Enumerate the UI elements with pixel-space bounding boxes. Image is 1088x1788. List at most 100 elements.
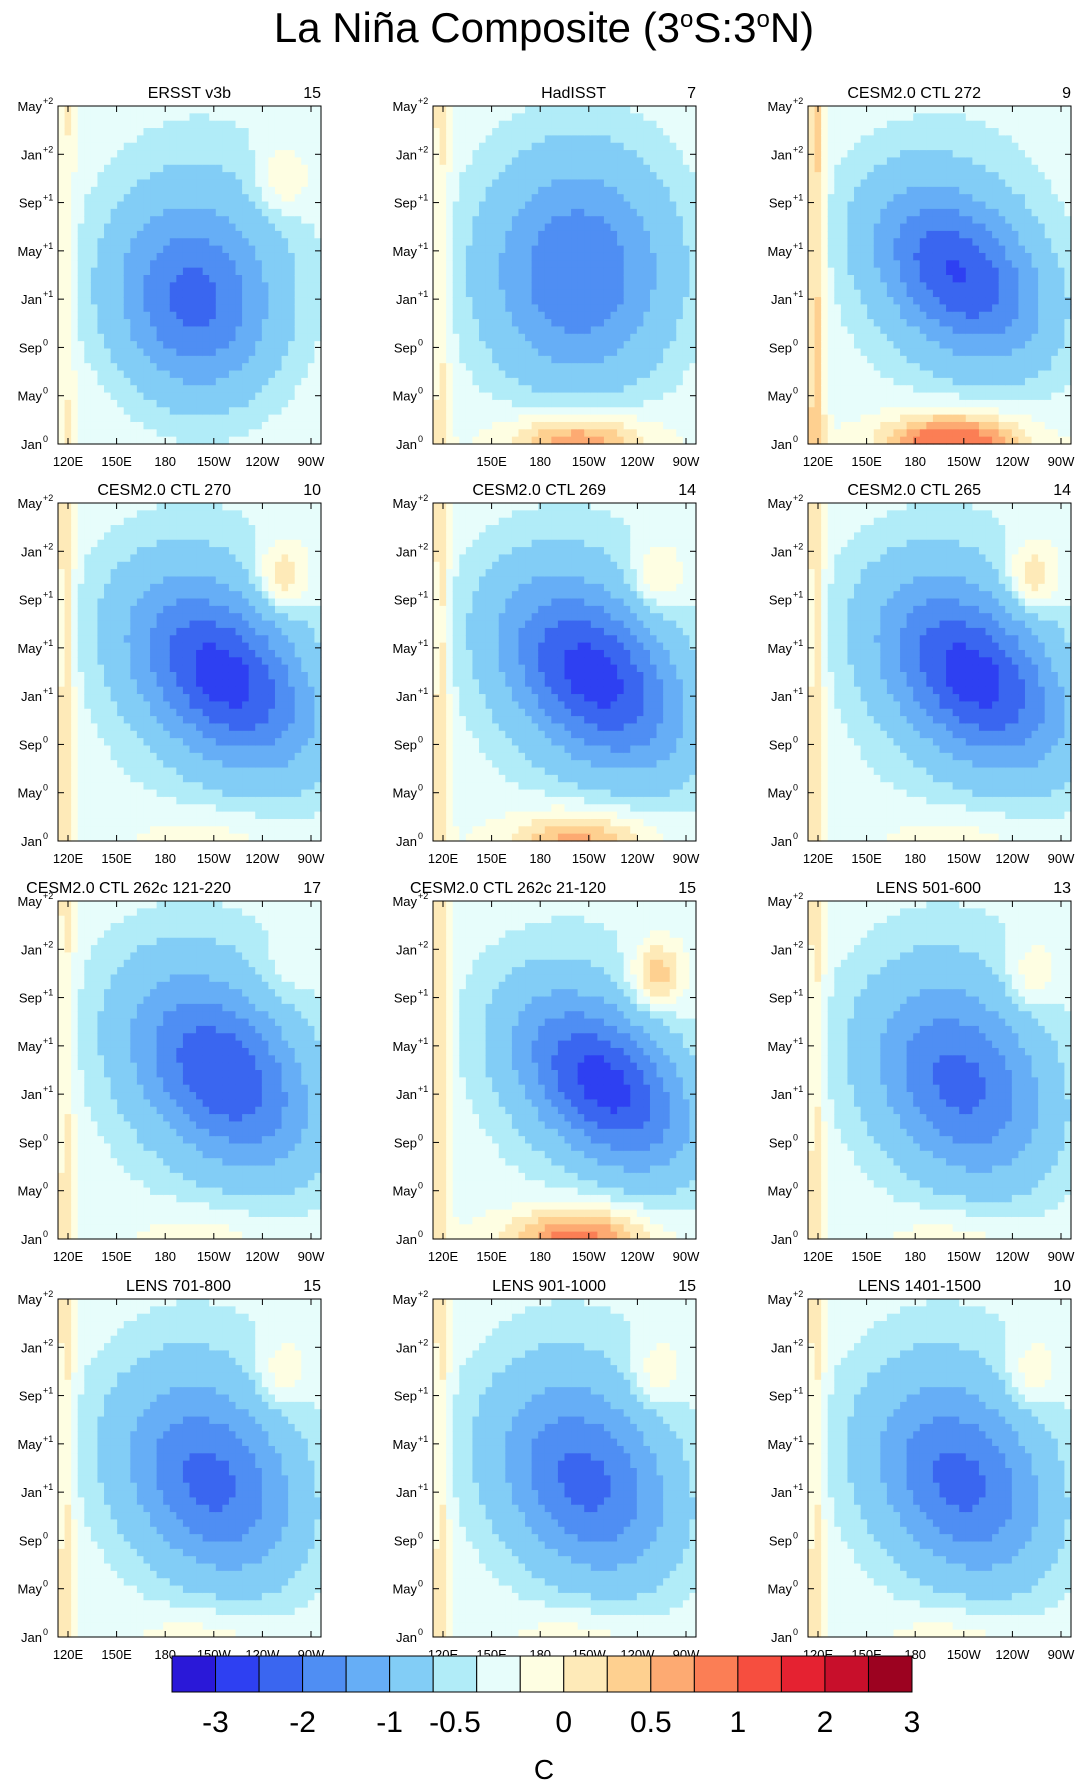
heat-cell — [886, 135, 895, 144]
heat-cell — [505, 120, 513, 129]
heat-cell — [538, 150, 546, 159]
heat-cell — [71, 399, 79, 408]
heat-cell — [202, 216, 210, 225]
heat-cell — [64, 304, 72, 313]
heat-cell — [603, 377, 612, 386]
heat-cell — [939, 370, 947, 379]
heat-cell — [643, 186, 651, 195]
heat-cell — [630, 252, 638, 261]
heat-cell — [965, 385, 973, 394]
heat-cell — [860, 414, 868, 423]
heat-cell — [294, 385, 302, 394]
heat-cell — [590, 421, 598, 430]
heat-cell — [860, 142, 868, 151]
heat-cell — [281, 363, 289, 372]
heat-cell — [854, 363, 862, 372]
heat-cell — [873, 370, 881, 379]
heat-cell — [228, 135, 237, 144]
heat-cell — [130, 230, 138, 239]
heat-cell — [163, 150, 171, 159]
heat-cell — [821, 348, 829, 357]
heat-cell — [485, 106, 493, 114]
heat-cell — [268, 326, 276, 335]
heat-cell — [222, 194, 230, 203]
heat-cell — [505, 164, 513, 173]
heat-cell — [834, 252, 842, 261]
heat-cell — [847, 201, 855, 210]
heat-cell — [104, 150, 112, 159]
heat-cell — [71, 164, 79, 173]
heat-cell — [472, 150, 480, 159]
heat-cell — [965, 275, 973, 283]
heat-cell — [834, 392, 842, 401]
heat-cell — [433, 252, 441, 261]
heat-cell — [808, 348, 816, 357]
heat-cell — [814, 289, 822, 298]
heat-cell — [834, 142, 842, 151]
heat-cell — [913, 414, 921, 423]
heat-cell — [209, 399, 217, 408]
heat-cell — [636, 275, 644, 283]
heat-cell — [623, 275, 631, 283]
heat-cell — [228, 128, 237, 136]
heat-cell — [156, 135, 164, 144]
heat-cell — [880, 333, 888, 342]
heat-cell — [847, 252, 855, 261]
heat-cell — [189, 113, 197, 122]
heat-cell — [860, 363, 868, 372]
heat-cell — [630, 230, 638, 239]
heat-cell — [860, 186, 868, 195]
heat-cell — [939, 436, 947, 445]
heat-cell — [281, 260, 289, 269]
heat-cell — [525, 355, 533, 364]
heat-cell — [123, 128, 131, 136]
heat-cell — [932, 238, 941, 247]
heat-cell — [150, 120, 158, 129]
heat-cell — [978, 120, 987, 129]
heat-cell — [932, 142, 941, 151]
heat-cell — [123, 216, 131, 225]
heat-cell — [77, 363, 85, 372]
heat-cell — [544, 370, 552, 379]
heat-cell — [551, 333, 559, 342]
heat-cell — [814, 326, 822, 335]
heat-cell — [90, 194, 99, 203]
heat-cell — [242, 186, 250, 195]
heat-cell — [90, 414, 99, 423]
heat-cell — [880, 194, 888, 203]
heat-cell — [952, 341, 960, 350]
heat-cell — [281, 348, 289, 357]
heat-cell — [840, 150, 849, 159]
heat-cell — [274, 311, 283, 320]
heat-cell — [676, 245, 684, 254]
heat-cell — [281, 326, 289, 335]
heat-cell — [860, 275, 868, 283]
heat-cell — [222, 260, 230, 269]
heat-cell — [669, 106, 677, 114]
heat-cell — [926, 216, 934, 225]
heat-cell — [834, 238, 842, 247]
heat-cell — [84, 120, 92, 129]
heat-cell — [472, 179, 480, 188]
heat-cell — [156, 421, 164, 430]
heat-cell — [965, 186, 973, 195]
heat-cell — [130, 289, 138, 298]
heat-cell — [492, 282, 500, 291]
heat-cell — [182, 407, 191, 416]
heat-cell — [248, 407, 256, 416]
heat-cell — [551, 363, 559, 372]
title-degree-2: o — [756, 6, 769, 33]
heat-cell — [919, 355, 927, 364]
heat-cell — [255, 377, 263, 386]
heat-cell — [821, 341, 829, 350]
heat-cell — [472, 355, 480, 364]
heat-cell — [873, 407, 881, 416]
heat-cell — [189, 319, 197, 328]
heat-cell — [117, 319, 125, 328]
heat-cell — [433, 223, 441, 232]
heat-cell — [255, 355, 263, 364]
heat-cell — [58, 120, 66, 129]
heat-cell — [946, 267, 954, 276]
heat-cell — [630, 208, 638, 217]
heat-cell — [97, 267, 105, 276]
